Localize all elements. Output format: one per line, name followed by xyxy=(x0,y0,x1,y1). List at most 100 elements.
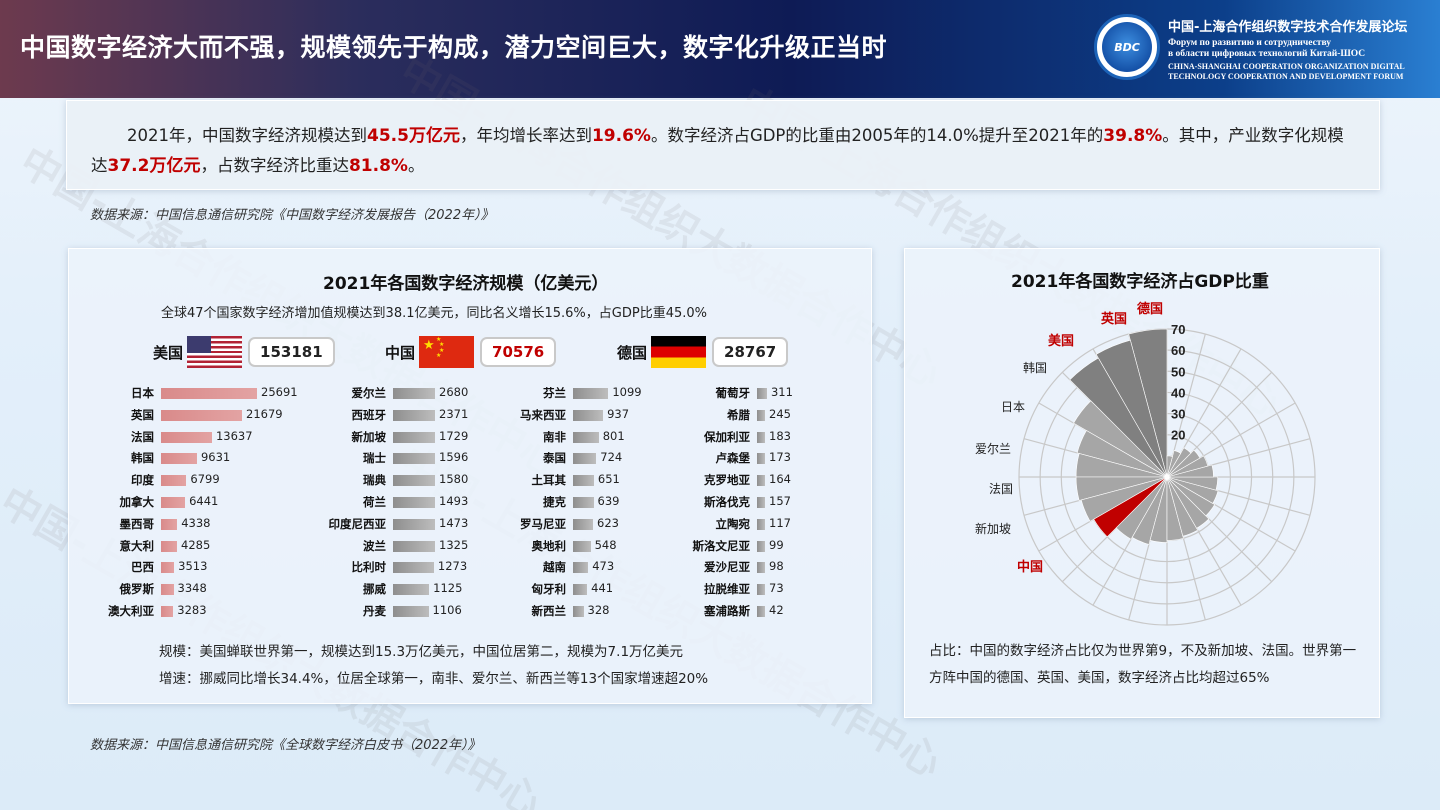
polar-wedge xyxy=(1131,476,1168,545)
bar xyxy=(161,584,174,596)
bar xyxy=(757,518,765,530)
bar-label: 斯洛伐克 xyxy=(704,495,750,509)
scale-note: 规模：美国蝉联世界第一，规模达到15.3万亿美元，中国位居第二，规模为7.1万亿… xyxy=(159,644,684,660)
bar-value: 98 xyxy=(769,559,784,574)
bar-label: 韩国 xyxy=(131,451,154,466)
bar xyxy=(757,584,765,596)
bar-row: 卢森堡 173 xyxy=(716,450,791,466)
bar xyxy=(757,540,765,552)
polar-wedge xyxy=(1166,476,1219,504)
bar-value: 4338 xyxy=(181,515,211,530)
bar xyxy=(573,431,599,443)
bar-label: 立陶宛 xyxy=(715,516,751,531)
bar-label: 克罗地亚 xyxy=(704,473,750,488)
bar-value: 1580 xyxy=(439,472,469,487)
bar-value: 639 xyxy=(597,494,620,508)
summary-box: 2021年，中国数字经济规模达到45.5万亿元，年均增长率达到19.6%。数字经… xyxy=(66,100,1380,190)
polar-country-label: 新加坡 xyxy=(975,521,1011,536)
bar-value: 548 xyxy=(594,537,617,552)
bar-label: 新加坡 xyxy=(351,429,387,444)
bar-value: 13637 xyxy=(215,428,253,443)
bar-label: 巴西 xyxy=(131,560,154,575)
bar-label: 爱沙尼亚 xyxy=(704,560,750,575)
polar-wedge xyxy=(1128,328,1168,478)
polar-country-label: 日本 xyxy=(1001,400,1025,414)
polar-country-label: 中国 xyxy=(1017,559,1043,574)
bar-row: 日本 25691 xyxy=(131,385,298,401)
bar-row: 意大利 4285 xyxy=(120,538,211,554)
bar xyxy=(161,562,175,574)
polar-wedge xyxy=(1093,476,1168,538)
bar-row: 南非 801 xyxy=(543,429,625,445)
forum-name-en-1: CHINA-SHANGHAI COOPERATION ORGANIZATION … xyxy=(1168,62,1405,71)
bar-row: 挪威 1125 xyxy=(363,581,462,597)
bar-row: 西班牙 2371 xyxy=(352,407,469,423)
bar-value: 1473 xyxy=(439,515,469,530)
bar-value: 3283 xyxy=(177,603,207,617)
bar xyxy=(161,431,212,443)
bar-value: 3513 xyxy=(178,559,208,574)
polar-wedge xyxy=(1166,455,1173,478)
bar-row: 瑞士 1596 xyxy=(363,450,468,466)
bar-row: 保加利亚 183 xyxy=(704,429,791,445)
polar-wedge xyxy=(1166,476,1216,517)
bar-row: 奥地利 548 xyxy=(532,538,617,554)
bar-value: 1729 xyxy=(439,428,469,443)
bar-value: 99 xyxy=(769,537,784,552)
polar-wedge xyxy=(1166,476,1219,491)
bar-row: 塞浦路斯 42 xyxy=(704,603,784,619)
bar-label: 马来西亚 xyxy=(520,407,566,422)
bar-label: 波兰 xyxy=(363,538,386,553)
us-flag-icon xyxy=(187,336,243,368)
summary-text: 2021年，中国数字经济规模达到45.5万亿元，年均增长率达到19.6%。数字经… xyxy=(91,126,1344,176)
bar-row: 新加坡 1729 xyxy=(352,429,469,445)
bar-value: 473 xyxy=(592,559,615,574)
bar-row: 荷兰 1493 xyxy=(363,494,468,510)
bar-label: 奥地利 xyxy=(531,538,567,553)
bar-label: 日本 xyxy=(131,386,154,400)
bar-value: 937 xyxy=(607,406,630,421)
bar xyxy=(757,453,765,465)
bar xyxy=(393,518,435,530)
polar-country-label: 美国 xyxy=(1048,333,1074,348)
scale-panel: 2021年各国数字经济规模（亿美元） 全球47个国家数字经济增加值规模达到38.… xyxy=(68,248,872,704)
country-name: 美国 xyxy=(153,343,184,362)
bar-row: 越南 473 xyxy=(543,559,614,575)
bar-value: 42 xyxy=(769,603,784,617)
bar-value: 441 xyxy=(591,581,614,596)
share-panel: 2021年各国数字经济占GDP比重 20 30 40 50 60 70 德国 英国 美国 韩国 日本… xyxy=(904,248,1380,718)
bar-label: 南非 xyxy=(543,429,566,444)
bar-value: 3348 xyxy=(177,581,207,596)
bar-row: 法国 13637 xyxy=(131,429,253,445)
bar-row: 加拿大 6441 xyxy=(120,494,219,510)
bar xyxy=(573,562,589,574)
bar-row: 瑞典 1580 xyxy=(363,472,468,488)
bar xyxy=(161,475,187,487)
bar-row: 印度尼西亚 1473 xyxy=(329,516,469,532)
bar-row: 比利时 1273 xyxy=(352,559,468,575)
polar-wedge xyxy=(1166,449,1201,478)
bar-label: 俄罗斯 xyxy=(119,582,155,597)
bar xyxy=(393,584,430,596)
bar-label: 荷兰 xyxy=(363,495,386,509)
top-country-de: 德国 28767 xyxy=(617,335,789,369)
bar xyxy=(161,409,242,421)
bar-label: 印度 xyxy=(131,473,154,488)
bar xyxy=(757,562,765,574)
forum-logo: BDC xyxy=(1094,14,1160,80)
logo-mark: BDC xyxy=(1102,22,1152,72)
bar-row: 丹麦 1106 xyxy=(363,603,462,619)
bar-label: 斯洛文尼亚 xyxy=(692,538,751,553)
bar-row: 匈牙利 441 xyxy=(532,581,614,597)
forum-name-ru-1: Форум по развитию и сотрудничеству xyxy=(1168,38,1332,48)
bar xyxy=(393,475,435,487)
forum-name-en-2: TECHNOLOGY COOPERATION AND DEVELOPMENT F… xyxy=(1168,72,1404,81)
bar-row: 拉脱维亚 73 xyxy=(704,581,784,597)
top-country-us: 美国 153181 xyxy=(153,335,335,369)
radial-tick-label: 30 xyxy=(1171,407,1185,422)
bar xyxy=(161,518,178,530)
bar-label: 墨西哥 xyxy=(119,516,155,531)
bar xyxy=(161,453,197,465)
bar-label: 比利时 xyxy=(351,560,387,575)
bar-row: 罗马尼亚 623 xyxy=(520,516,619,532)
